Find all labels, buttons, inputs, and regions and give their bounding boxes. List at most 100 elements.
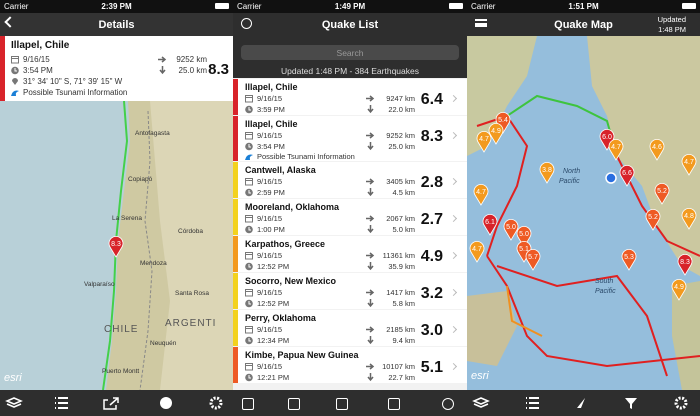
tsunami-info: Possible Tsunami Information xyxy=(257,152,355,161)
marker-shape xyxy=(671,279,687,301)
quake-time: 1:00 PM xyxy=(257,225,285,234)
quake-date: 9/16/15 xyxy=(257,251,283,260)
settings-button[interactable] xyxy=(674,396,688,410)
quake-date: 9/16/15 xyxy=(257,94,283,103)
arrow xyxy=(367,188,374,197)
map-label: Antofagasta xyxy=(135,130,170,137)
quake-marker[interactable]: 4.7 xyxy=(469,241,485,263)
marker-label: 4.9 xyxy=(491,128,501,135)
right-icon xyxy=(366,178,375,185)
menu-button[interactable] xyxy=(475,19,487,27)
nav-bar xyxy=(0,13,233,36)
down-icon xyxy=(159,66,166,75)
quake-marker[interactable]: 6.6 xyxy=(619,165,635,187)
marker-shape xyxy=(608,139,624,161)
quake-time: 3:54 PM xyxy=(257,142,285,151)
sort-button[interactable] xyxy=(242,398,254,410)
quake-time: 12:34 PM xyxy=(257,336,290,345)
quake-marker[interactable]: 4.7 xyxy=(608,139,624,161)
clock-time: 2:39 PM xyxy=(101,2,132,11)
quake-depth: 35.9 km xyxy=(388,262,415,271)
quake-marker[interactable]: 8.3 xyxy=(108,236,124,258)
list-button[interactable] xyxy=(526,397,539,409)
severity-bar xyxy=(233,79,238,115)
marker-label: 5.4 xyxy=(498,117,508,124)
quake-marker[interactable]: 5.0 xyxy=(516,226,532,248)
search-field[interactable] xyxy=(241,45,459,60)
quake-marker[interactable]: 5.2 xyxy=(645,209,661,231)
detail-card xyxy=(0,36,233,101)
quake-marker[interactable]: 4.7 xyxy=(473,184,489,206)
quake-marker[interactable]: 8.3 xyxy=(677,254,693,276)
quake-row[interactable] xyxy=(233,116,467,161)
cal xyxy=(245,252,253,260)
cal xyxy=(245,95,253,103)
arrow xyxy=(367,299,374,308)
rss-button[interactable] xyxy=(336,398,348,410)
clock-icon xyxy=(245,142,253,151)
quake-marker[interactable]: 4.9 xyxy=(488,123,504,145)
marker-shape xyxy=(108,236,124,258)
quake-row[interactable] xyxy=(233,273,467,309)
right-icon xyxy=(366,326,375,333)
quake-marker[interactable]: 5.3 xyxy=(621,249,637,271)
map-label: Puerto Montt xyxy=(102,368,140,375)
quake-marker[interactable]: 4.9 xyxy=(671,279,687,301)
marker-label: 4.7 xyxy=(684,159,694,166)
quake-row[interactable] xyxy=(233,79,467,115)
cal xyxy=(11,56,19,64)
map-label: South xyxy=(595,278,614,285)
globe-button[interactable] xyxy=(241,18,252,29)
quake-marker[interactable]: 5.0 xyxy=(503,219,519,241)
toolbar xyxy=(0,390,233,416)
quake-marker[interactable]: 6.1 xyxy=(482,214,498,236)
down-icon xyxy=(367,105,374,114)
toolbar-icons xyxy=(5,396,223,410)
quake-marker[interactable]: 4.7 xyxy=(476,131,492,153)
quake-row[interactable] xyxy=(233,310,467,346)
filter-button[interactable] xyxy=(288,398,300,410)
quake-row[interactable] xyxy=(233,236,467,272)
quake-depth: 4.5 km xyxy=(392,188,415,197)
locate-button[interactable] xyxy=(577,398,585,408)
updated-banner: Updated 1:48 PM - 384 Earthquakes xyxy=(281,66,419,76)
quake-distance: 1417 km xyxy=(386,288,415,297)
quake-marker[interactable]: 3.8 xyxy=(539,162,555,184)
right-icon xyxy=(366,95,375,102)
list-button[interactable] xyxy=(55,397,68,409)
share-button[interactable] xyxy=(103,397,119,410)
cal xyxy=(245,363,253,371)
settings-button[interactable] xyxy=(442,398,454,410)
status-bar xyxy=(467,0,700,13)
filter-button[interactable] xyxy=(625,398,637,409)
quake-name: Karpathos, Greece xyxy=(245,239,326,249)
arrow xyxy=(366,132,375,139)
quake-marker[interactable]: 5.2 xyxy=(654,183,670,205)
quake-date: 9/16/15 xyxy=(257,214,283,223)
quake-time: 12:52 PM xyxy=(257,299,290,308)
map-screen: Carrier 1:51 PM Quake Map Updated 1:48 PM Nor… xyxy=(467,0,700,416)
quake-row[interactable] xyxy=(233,347,467,383)
severity-bar xyxy=(233,162,238,198)
quake-marker[interactable]: 4.7 xyxy=(681,154,697,176)
hands xyxy=(248,107,251,111)
quake-marker[interactable]: 5.4 xyxy=(495,112,511,134)
quake-magnitude: 2.8 xyxy=(420,174,443,191)
right-icon xyxy=(366,252,375,259)
quake-marker[interactable]: 6.0 xyxy=(599,129,615,151)
quake-row[interactable] xyxy=(233,199,467,235)
quake-marker[interactable]: 5.7 xyxy=(525,249,541,271)
arrow xyxy=(159,66,166,75)
quake-marker[interactable]: 4.8 xyxy=(681,208,697,230)
down-icon xyxy=(367,262,374,271)
info-button[interactable] xyxy=(160,397,172,409)
layers-button[interactable] xyxy=(5,397,23,408)
quake-marker[interactable]: 4.6 xyxy=(649,139,665,161)
quake-row[interactable] xyxy=(233,162,467,198)
news-button[interactable] xyxy=(388,398,400,410)
cal xyxy=(245,326,253,334)
settings-button[interactable] xyxy=(209,396,223,410)
marker-shape xyxy=(681,208,697,230)
layers-button[interactable] xyxy=(472,397,490,408)
marker-shape xyxy=(469,241,485,263)
